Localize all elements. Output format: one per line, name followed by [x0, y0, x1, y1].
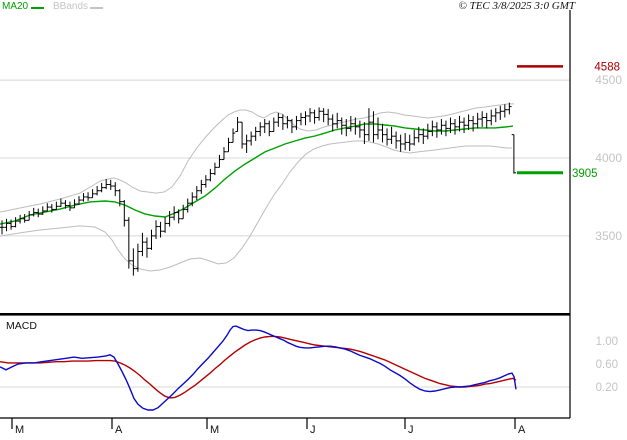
price-level-label: 3905 — [572, 168, 598, 180]
price-axis-label: 3500 — [595, 229, 622, 243]
ma20-legend-label: MA20 — [2, 1, 29, 12]
bollinger-upper-band — [0, 103, 514, 213]
copyright-timestamp: © TEC 3/8/2025 3:0 GMT — [458, 0, 575, 12]
macd-axis-label: 0.60 — [596, 359, 618, 371]
bbands-legend-swatch — [90, 7, 103, 9]
price-level-label: 4588 — [594, 61, 620, 73]
month-label: M — [210, 424, 219, 436]
macd-line — [0, 325, 517, 411]
month-label: A — [518, 424, 526, 436]
macd-axis-label: 0.20 — [596, 382, 618, 394]
bollinger-lower-band — [0, 140, 512, 272]
month-label: A — [115, 424, 123, 436]
month-label: J — [408, 424, 414, 436]
price-axis-label: 4500 — [595, 73, 622, 87]
month-label: J — [310, 424, 316, 436]
macd-signal-line — [0, 335, 517, 399]
macd-panel-label: MACD — [6, 320, 37, 332]
price-axis-label: 4000 — [595, 151, 622, 165]
bbands-legend-label: BBands — [53, 1, 89, 12]
ma20-legend-swatch — [31, 7, 44, 9]
macd-axis-label: 1.00 — [596, 336, 618, 348]
month-label: M — [15, 424, 24, 436]
panel-separator — [0, 313, 570, 316]
ma20-line — [0, 123, 514, 225]
